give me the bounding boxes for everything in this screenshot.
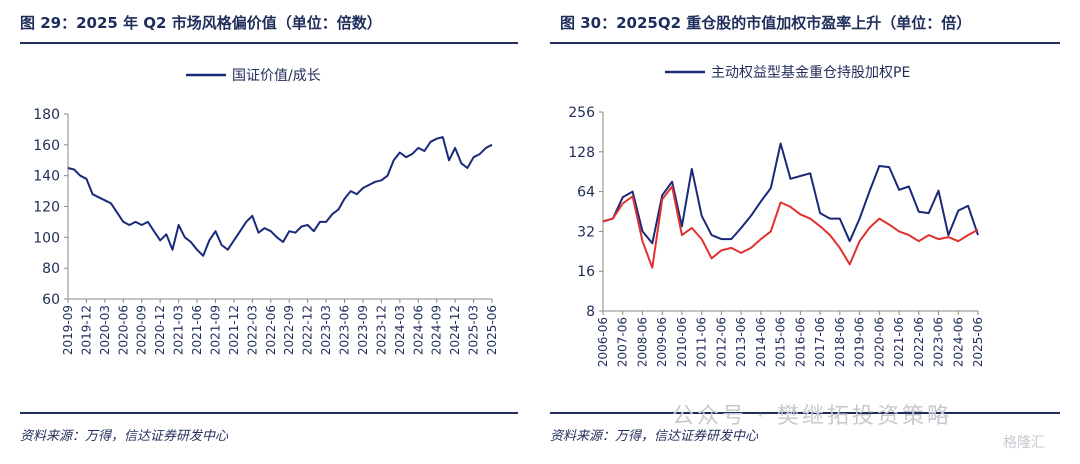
- x-tick-label: 2022-09: [282, 305, 296, 355]
- x-tick-label: 2010-06: [675, 317, 689, 367]
- source-rule: [20, 412, 518, 414]
- x-tick-label: 2025-06: [485, 305, 499, 355]
- y-tick-label: 16: [577, 264, 595, 280]
- x-tick-label: 2022-12: [301, 305, 315, 355]
- value-growth-chart: 60 80 100 120 140 160 180 2019-09 2019-12 2020-03…: [33, 68, 499, 355]
- x-tick-label: 2024-06: [951, 317, 965, 367]
- figure-title: 图 29：2025 年 Q2 市场风格偏价值（单位：倍数）: [20, 14, 382, 32]
- y-tick-label: 64: [577, 185, 595, 201]
- x-tick-label: 2015-06: [774, 317, 788, 367]
- x-tick-label: 2017-06: [813, 317, 827, 367]
- x-tick-label: 2021-06: [190, 305, 204, 355]
- y-tick-label: 180: [33, 107, 60, 123]
- y-tick-label: 160: [33, 138, 60, 154]
- x-tick-label: 2020-06: [116, 305, 130, 355]
- x-tick-label: 2025-06: [971, 317, 985, 367]
- x-tick-label: 2019-09: [61, 305, 75, 355]
- series-line-1: [602, 142, 979, 245]
- x-tick-label: 2019-12: [79, 305, 93, 355]
- x-tick-label: 2024-03: [393, 305, 407, 355]
- x-tick-label: 2011-06: [695, 317, 709, 367]
- legend-label: 主动权益型基金重仓持股加权PE: [711, 64, 910, 81]
- x-tick-label: 2016-06: [793, 317, 807, 367]
- x-tick-label: 2020-09: [135, 305, 149, 355]
- x-tick-label: 2023-09: [356, 305, 370, 355]
- x-tick-label: 2019-06: [853, 317, 867, 367]
- right-panel: 图 30：2025Q2 重仓股的市值加权市盈率上升（单位：倍） 8 16 32 64 1…: [540, 0, 1080, 464]
- x-tick-label: 2021-12: [227, 305, 241, 355]
- x-tick-label: 2024-06: [411, 305, 425, 355]
- x-tick-label: 2021-06: [892, 317, 906, 367]
- source-rule: [550, 412, 1060, 414]
- x-tick-label: 2021-09: [208, 305, 222, 355]
- x-tick-label: 2022-06: [912, 317, 926, 367]
- x-tick-label: 2024-12: [448, 305, 462, 355]
- x-tick-label: 2023-03: [319, 305, 333, 355]
- legend-label: 国证价值/成长: [232, 68, 321, 84]
- x-tick-label: 2020-12: [153, 305, 167, 355]
- watermark: 公众号 · 樊继拓投资策略: [672, 404, 952, 429]
- title-rule: [550, 42, 1060, 44]
- x-tick-label: 2025-03: [467, 305, 481, 355]
- x-tick-label: 2012-06: [714, 317, 728, 367]
- title-rule: [20, 42, 518, 44]
- x-tick-label: 2023-06: [932, 317, 946, 367]
- y-tick-label: 60: [42, 292, 60, 308]
- x-tick-label: 2009-06: [655, 317, 669, 367]
- series-line-1: [67, 136, 493, 257]
- source-note: 资料来源：万得，信达证券研发中心: [20, 429, 229, 444]
- x-tick-label: 2014-06: [754, 317, 768, 367]
- x-tick-label: 2023-06: [338, 305, 352, 355]
- series-line-2: [602, 185, 979, 269]
- x-tick-label: 2022-03: [245, 305, 259, 355]
- x-tick-label: 2007-06: [616, 317, 630, 367]
- y-tick-label: 100: [33, 230, 60, 246]
- x-tick-label: 2008-06: [635, 317, 649, 367]
- figure-title: 图 30：2025Q2 重仓股的市值加权市盈率上升（单位：倍）: [560, 14, 972, 32]
- corner-watermark: 格隆汇: [1003, 435, 1045, 451]
- y-tick-label: 120: [33, 200, 60, 216]
- weighted-pe-chart: 8 16 32 64 128 256 2006-06 2007-06 2008-06 2009-0…: [568, 64, 985, 367]
- y-tick-label: 128: [568, 145, 595, 161]
- x-tick-label: 2021-03: [172, 305, 186, 355]
- y-tick-label: 256: [568, 105, 595, 121]
- x-tick-label: 2006-06: [596, 317, 610, 367]
- x-tick-label: 2023-12: [374, 305, 388, 355]
- x-tick-label: 2013-06: [734, 317, 748, 367]
- y-tick-label: 140: [33, 169, 60, 185]
- y-tick-label: 80: [42, 261, 60, 277]
- x-tick-label: 2018-06: [833, 317, 847, 367]
- source-note: 资料来源：万得，信达证券研发中心: [550, 429, 759, 444]
- x-tick-label: 2024-09: [430, 305, 444, 355]
- x-tick-label: 2020-03: [98, 305, 112, 355]
- left-panel: 图 29：2025 年 Q2 市场风格偏价值（单位：倍数） 60 80 100 120…: [0, 0, 530, 464]
- x-tick-label: 2022-06: [264, 305, 278, 355]
- y-tick-label: 8: [586, 304, 595, 320]
- x-tick-label: 2020-06: [872, 317, 886, 367]
- y-tick-label: 32: [577, 224, 595, 240]
